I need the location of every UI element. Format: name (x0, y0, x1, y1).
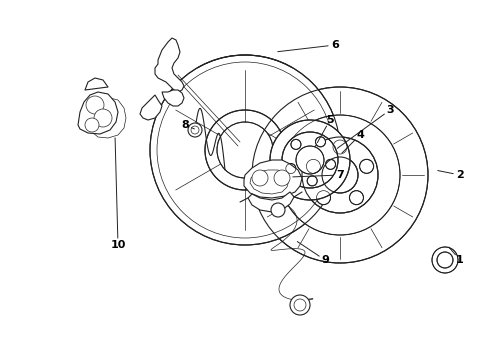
Circle shape (432, 247, 458, 273)
Circle shape (360, 159, 374, 174)
Circle shape (85, 118, 99, 132)
Circle shape (291, 139, 301, 149)
Text: 2: 2 (456, 170, 464, 180)
Polygon shape (244, 160, 302, 198)
Circle shape (333, 140, 347, 154)
Text: 1: 1 (456, 255, 464, 265)
Circle shape (205, 110, 285, 190)
Circle shape (274, 170, 290, 186)
Circle shape (325, 159, 336, 169)
Circle shape (252, 170, 268, 186)
Circle shape (290, 295, 310, 315)
Circle shape (191, 126, 199, 134)
Circle shape (296, 146, 324, 174)
Circle shape (322, 157, 358, 193)
Text: 4: 4 (356, 130, 364, 140)
Polygon shape (78, 92, 118, 134)
Circle shape (217, 122, 273, 178)
Circle shape (294, 299, 306, 311)
Text: 3: 3 (386, 105, 394, 115)
Circle shape (252, 87, 428, 263)
Circle shape (306, 159, 320, 174)
Circle shape (316, 137, 325, 147)
Polygon shape (248, 192, 294, 212)
Circle shape (188, 123, 202, 137)
Circle shape (282, 132, 338, 188)
Circle shape (302, 137, 378, 213)
Circle shape (150, 55, 340, 245)
Circle shape (94, 109, 112, 127)
Text: 6: 6 (331, 40, 339, 50)
Polygon shape (90, 98, 126, 138)
Circle shape (307, 176, 317, 186)
Polygon shape (250, 170, 289, 194)
Polygon shape (140, 95, 162, 120)
Text: 9: 9 (321, 255, 329, 265)
Text: 8: 8 (181, 120, 189, 130)
Polygon shape (162, 90, 184, 106)
Polygon shape (155, 38, 184, 92)
Circle shape (349, 191, 364, 204)
Text: 5: 5 (326, 115, 334, 125)
Circle shape (280, 115, 400, 235)
Circle shape (270, 120, 350, 200)
Polygon shape (85, 78, 108, 90)
Circle shape (286, 163, 296, 174)
Circle shape (271, 203, 285, 217)
Text: 10: 10 (110, 240, 126, 250)
Text: 7: 7 (336, 170, 344, 180)
Circle shape (317, 191, 331, 204)
Circle shape (86, 96, 104, 114)
Circle shape (437, 252, 453, 268)
